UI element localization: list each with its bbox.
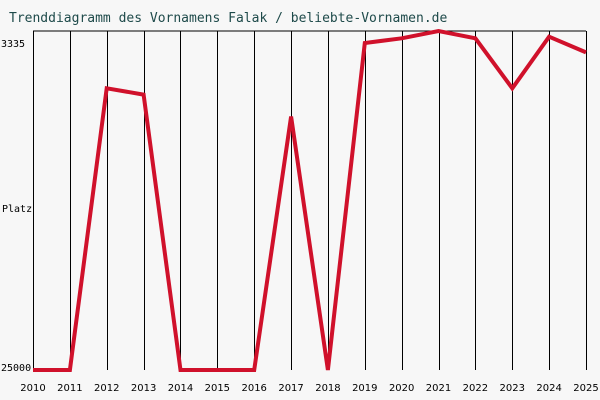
x-tick-label-2017: 2017 xyxy=(278,383,303,394)
x-tick-label-2023: 2023 xyxy=(500,383,525,394)
x-tick-label-2010: 2010 xyxy=(20,383,45,394)
x-tick-label-2018: 2018 xyxy=(315,383,340,394)
series-line-0 xyxy=(33,28,587,372)
x-tick-label-2012: 2012 xyxy=(94,383,119,394)
series-lines xyxy=(32,28,587,372)
x-tick-label-2024: 2024 xyxy=(536,383,561,394)
x-tick-label-2021: 2021 xyxy=(426,383,451,394)
x-tick-labels: 2010 2011 2012 2013 2014 2015 2016 2017 2018 2019… xyxy=(20,383,598,394)
x-tick-label-2025: 2025 xyxy=(573,383,598,394)
x-tick-label-2014: 2014 xyxy=(168,383,193,394)
grid-lines xyxy=(33,30,587,370)
x-tick-label-2022: 2022 xyxy=(463,383,488,394)
y-tick-label-bottom: 25000 xyxy=(1,363,31,374)
x-tick-label-2016: 2016 xyxy=(241,383,266,394)
x-tick-label-2013: 2013 xyxy=(131,383,156,394)
x-tick-label-2011: 2011 xyxy=(57,383,82,394)
x-tick-label-2019: 2019 xyxy=(352,383,377,394)
chart-title: Trenddiagramm des Vornamens Falak / beli… xyxy=(9,11,447,26)
y-axis-label: Platz xyxy=(2,204,32,215)
y-tick-label-top: 3335 xyxy=(1,39,25,50)
x-tick-label-2020: 2020 xyxy=(389,383,414,394)
x-tick-label-2015: 2015 xyxy=(205,383,230,394)
